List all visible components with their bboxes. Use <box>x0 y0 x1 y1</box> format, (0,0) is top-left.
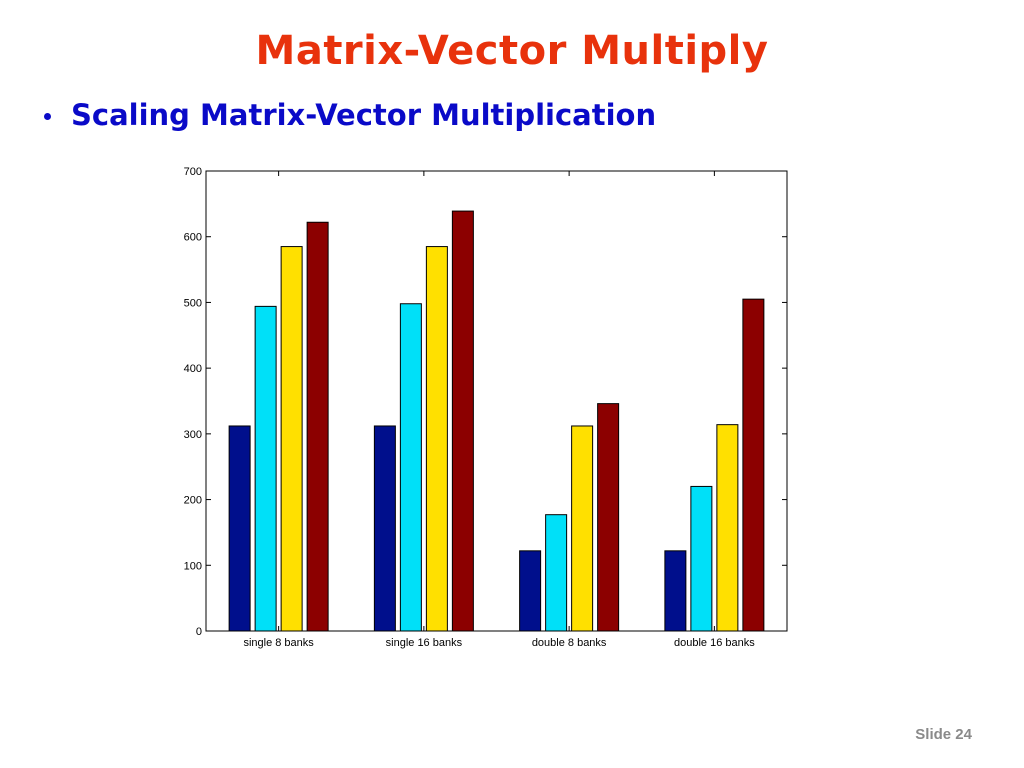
bullet-item: Scaling Matrix-Vector Multiplication <box>44 98 656 132</box>
bar <box>716 424 739 632</box>
bullet-text: Scaling Matrix-Vector Multiplication <box>71 98 657 132</box>
bar <box>373 425 396 632</box>
bar <box>228 425 251 632</box>
y-tick-label: 0 <box>196 626 202 638</box>
y-tick-label: 100 <box>184 560 202 572</box>
y-tick-label: 200 <box>184 495 202 507</box>
bar <box>597 403 620 632</box>
bar <box>690 485 713 632</box>
bar <box>519 550 542 632</box>
y-tick-label: 700 <box>184 166 202 178</box>
bar <box>451 210 474 632</box>
y-tick-label: 500 <box>184 297 202 309</box>
bullet-icon <box>44 112 51 120</box>
y-tick-label: 600 <box>184 232 202 244</box>
plot-area <box>205 170 788 632</box>
bar <box>425 246 448 632</box>
bar <box>399 303 422 632</box>
bar <box>545 514 568 632</box>
bar <box>254 305 277 632</box>
x-tick-label: double 16 banks <box>674 637 755 649</box>
bar <box>306 221 329 632</box>
y-tick-label: 400 <box>184 363 202 375</box>
y-tick-label: 300 <box>184 429 202 441</box>
x-tick-label: single 16 banks <box>386 637 463 649</box>
bar <box>742 298 765 632</box>
bar <box>571 425 594 632</box>
bar <box>664 550 687 632</box>
bar <box>280 246 303 632</box>
x-tick-label: single 8 banks <box>243 637 314 649</box>
bar-chart: 0 100 200 300 400 500 600 700 single 8 banks sing… <box>184 166 788 649</box>
x-tick-label: double 8 banks <box>532 637 607 649</box>
slide-number: Slide 24 <box>915 726 972 743</box>
slide-title: Matrix-Vector Multiply <box>255 28 769 74</box>
